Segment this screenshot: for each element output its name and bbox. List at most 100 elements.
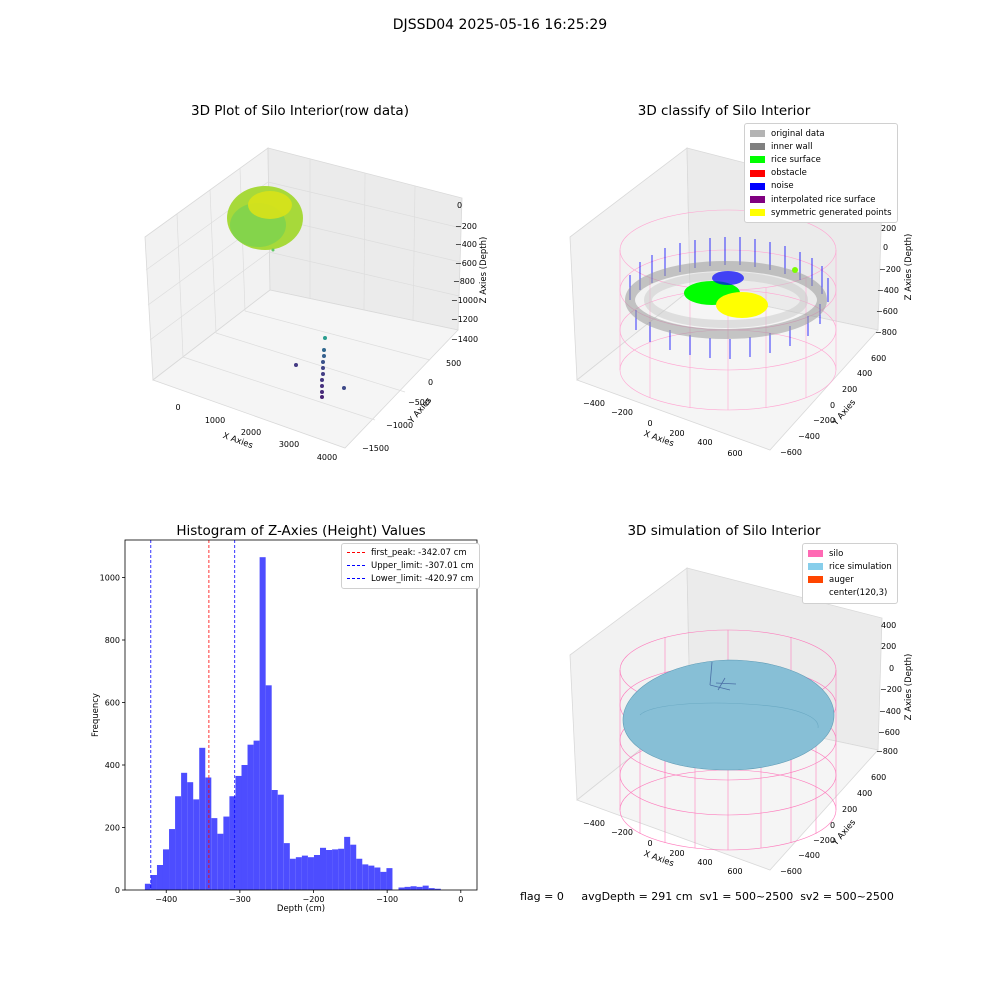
- status-footer: flag = 0 avgDepth = 291 cm sv1 = 500~250…: [520, 890, 894, 903]
- histogram-xlabel: Depth (cm): [277, 904, 325, 914]
- simulation-legend-item: rice simulation: [808, 560, 892, 573]
- legend-swatch: [750, 209, 765, 217]
- histogram-ylabel: Frequency: [91, 693, 101, 737]
- classify-symmetric-points: [716, 292, 768, 318]
- raw-xtick: 4000: [317, 453, 337, 462]
- legend-line: [347, 578, 365, 580]
- legend-label: center(120,3): [829, 588, 888, 599]
- raw-gridlines: [145, 159, 462, 421]
- raw-ztick: −400: [455, 240, 477, 249]
- classify-ytick: 400: [857, 369, 872, 378]
- histogram-bar: [169, 829, 176, 890]
- histogram-bar: [199, 747, 206, 890]
- simulation-legend-item: silo: [808, 547, 892, 560]
- histogram-bar: [175, 796, 182, 890]
- legend-label: auger: [829, 574, 854, 585]
- histogram-bar: [362, 864, 369, 890]
- histogram-bar: [162, 849, 170, 890]
- classify-ztick: 0: [883, 243, 888, 252]
- simulation-ztick: 200: [881, 642, 896, 651]
- legend-line: [347, 552, 365, 554]
- classify-xtick: 600: [727, 449, 742, 458]
- raw-outlier-points: [271, 248, 346, 399]
- raw-xtick: 3000: [279, 440, 299, 449]
- raw-axis-ticks: 0 1000 2000 3000 4000 500 0 −500 −1000 −…: [175, 201, 478, 462]
- raw-ztick: −1200: [451, 315, 478, 324]
- classify-ytick: 0: [830, 401, 835, 410]
- histogram-legend-item: Upper_limit: -307.01 cm: [347, 559, 474, 572]
- classify-noise-cluster: [712, 271, 744, 285]
- simulation-axis-ticks: −400 −200 0 200 400 600 600 400 200 0 −2…: [583, 621, 902, 876]
- histogram-ytick-label: 600: [105, 699, 120, 708]
- histogram-legend-item: Lower_limit: -420.97 cm: [347, 572, 474, 585]
- legend-label: Upper_limit: -307.01 cm: [371, 560, 474, 571]
- classify-xtick: 400: [697, 438, 712, 447]
- histogram-bar: [313, 855, 320, 890]
- legend-label: symmetric generated points: [771, 207, 892, 218]
- legend-swatch: [808, 550, 823, 558]
- legend-label: inner wall: [771, 141, 813, 152]
- simulation-ytick: 200: [842, 805, 857, 814]
- histogram-bar: [319, 847, 327, 890]
- legend-label: silo: [829, 548, 844, 559]
- histogram-ytick-label: 800: [105, 636, 120, 645]
- simulation-ztick: −200: [880, 685, 902, 694]
- raw-ztick: −200: [455, 222, 477, 231]
- classify-legend-item: obstacle: [750, 167, 892, 180]
- simulation-ztick: 400: [881, 621, 896, 630]
- histogram-bar: [259, 557, 266, 890]
- simulation-ztick: −400: [879, 707, 901, 716]
- histogram-bar: [422, 885, 429, 890]
- histogram-bars: [144, 557, 441, 890]
- histogram-bar: [410, 886, 417, 890]
- histogram-bar: [193, 799, 200, 890]
- classify-ztick: −600: [876, 307, 898, 316]
- histogram-bar: [374, 867, 381, 890]
- simulation-ytick: −200: [813, 836, 835, 845]
- histogram-bar: [289, 858, 296, 890]
- simulation-ytick: −600: [780, 867, 802, 876]
- histogram-frame: [124, 539, 478, 891]
- simulation-xtick: 600: [727, 867, 742, 876]
- raw-ztick: −1000: [451, 296, 478, 305]
- histogram-bar: [144, 883, 151, 890]
- raw-plot-title: 3D Plot of Silo Interior(row data): [191, 103, 409, 119]
- simulation-xtick: 0: [647, 839, 652, 848]
- raw-ytick: −1000: [386, 421, 413, 430]
- histogram-xtick-label: −200: [303, 895, 325, 904]
- simulation-rice-surface: [622, 659, 835, 771]
- raw-ytick: 0: [428, 378, 433, 387]
- histogram-bar: [380, 871, 387, 890]
- legend-label: rice simulation: [829, 561, 892, 572]
- raw-xtick: 1000: [205, 416, 225, 425]
- histogram-bar: [338, 848, 345, 890]
- simulation-ztick: 0: [889, 664, 894, 673]
- histogram-bar: [235, 775, 242, 890]
- classify-xtick: −200: [611, 408, 633, 417]
- simulation-legend-item: center(120,3): [808, 587, 892, 600]
- histogram-bar: [326, 850, 333, 890]
- classify-legend-item: original data: [750, 127, 892, 140]
- histogram-bar: [356, 858, 363, 890]
- legend-label: obstacle: [771, 168, 807, 179]
- raw-ytick: −500: [408, 398, 430, 407]
- histogram-bar: [350, 844, 357, 890]
- histogram-bar: [223, 816, 230, 890]
- classify-legend-item: rice surface: [750, 153, 892, 166]
- simulation-xtick: 200: [669, 849, 684, 858]
- raw-xtick: 2000: [241, 428, 261, 437]
- legend-swatch: [750, 196, 765, 204]
- histogram-xtick-label: 0: [458, 895, 463, 904]
- classify-plot-title: 3D classify of Silo Interior: [637, 103, 811, 119]
- classify-xtick: 0: [647, 419, 652, 428]
- classify-ytick: −400: [798, 432, 820, 441]
- legend-swatch: [750, 156, 765, 164]
- classify-inner-wall: [625, 261, 827, 339]
- classify-ytick: −600: [780, 448, 802, 457]
- classify-ztick: −200: [879, 265, 901, 274]
- legend-swatch: [750, 143, 765, 151]
- legend-label: first_peak: -342.07 cm: [371, 547, 467, 558]
